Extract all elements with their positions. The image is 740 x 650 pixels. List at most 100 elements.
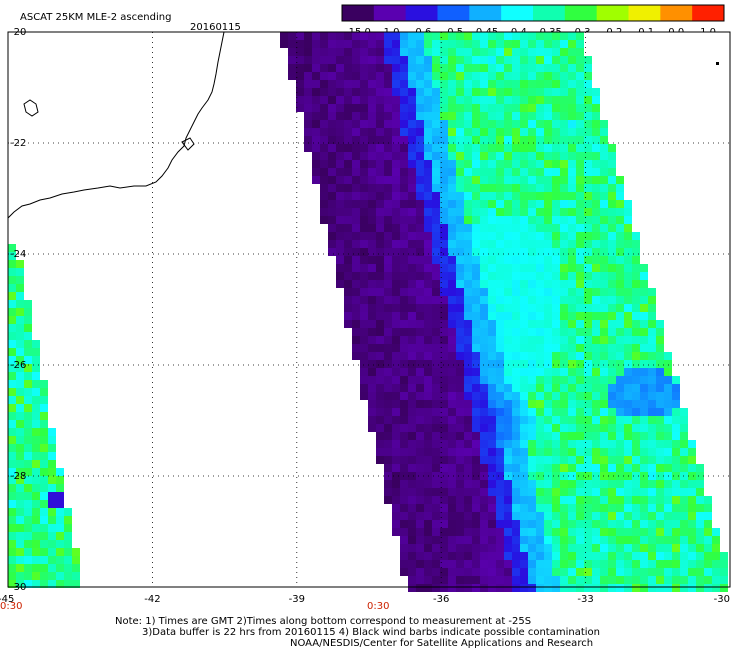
swath-cell (448, 584, 456, 592)
swath-cell (392, 208, 400, 216)
swath-cell (424, 320, 432, 328)
swath-cell (16, 372, 24, 380)
swath-cell (584, 568, 592, 576)
swath-cell (648, 368, 656, 376)
swath-cell (328, 136, 336, 144)
swath-cell (416, 520, 424, 528)
swath-cell (392, 40, 400, 48)
swath-cell (488, 208, 496, 216)
swath-cell (672, 576, 680, 584)
swath-cell (584, 448, 592, 456)
swath-cell (352, 344, 360, 352)
swath-cell (432, 96, 440, 104)
swath-cell (608, 280, 616, 288)
swath-cell (488, 472, 496, 480)
swath-cell (664, 488, 672, 496)
swath-cell (488, 416, 496, 424)
swath-cell (456, 128, 464, 136)
swath-cell (472, 96, 480, 104)
swath-cell (504, 272, 512, 280)
swath-cell (536, 248, 544, 256)
swath-cell (328, 152, 336, 160)
swath-cell (504, 576, 512, 584)
swath-cell (360, 56, 368, 64)
swath-cell (488, 248, 496, 256)
swath-cell (688, 552, 696, 560)
swath-cell (432, 328, 440, 336)
swath-cell (520, 144, 528, 152)
swath-cell (480, 312, 488, 320)
swath-cell (344, 48, 352, 56)
swath-cell (376, 240, 384, 248)
swath-cell (440, 112, 448, 120)
swath-cell (568, 296, 576, 304)
swath-cell (456, 392, 464, 400)
swath-cell (536, 528, 544, 536)
swath-cell (376, 440, 384, 448)
swath-cell (400, 512, 408, 520)
swath-cell (656, 544, 664, 552)
swath-cell (368, 184, 376, 192)
swath-cell (488, 424, 496, 432)
swath-cell (24, 356, 32, 364)
swath-cell (480, 320, 488, 328)
swath-cell (48, 508, 56, 516)
colorbar-swatch (596, 5, 629, 21)
swath-cell (544, 32, 552, 40)
swath-cell (320, 80, 328, 88)
swath-cell (520, 80, 528, 88)
swath-cell (376, 416, 384, 424)
swath-cell (384, 136, 392, 144)
swath-cell (376, 168, 384, 176)
swath-cell (64, 548, 72, 556)
swath-cell (456, 296, 464, 304)
swath-cell (496, 144, 504, 152)
swath-cell (528, 128, 536, 136)
swath-cell (536, 536, 544, 544)
swath-cell (592, 448, 600, 456)
swath-cell (384, 360, 392, 368)
swath-cell (560, 312, 568, 320)
swath-cell (544, 240, 552, 248)
swath-cell (504, 152, 512, 160)
swath-cell (640, 536, 648, 544)
swath-cell (664, 376, 672, 384)
swath-cell (376, 136, 384, 144)
swath-cell (496, 504, 504, 512)
swath-cell (544, 80, 552, 88)
note-line-2: 3)Data buffer is 22 hrs from 20160115 4)… (142, 627, 600, 638)
swath-cell (456, 456, 464, 464)
swath-cell (472, 192, 480, 200)
swath-cell (520, 160, 528, 168)
swath-cell (536, 48, 544, 56)
swath-cell (448, 304, 456, 312)
swath-cell (416, 472, 424, 480)
swath-cell (576, 288, 584, 296)
swath-cell (672, 528, 680, 536)
swath-cell (8, 580, 16, 588)
swath-cell (576, 424, 584, 432)
swath-cell (376, 64, 384, 72)
swath-cell (672, 544, 680, 552)
longitude-label: -42 (144, 594, 160, 605)
swath-cell (544, 152, 552, 160)
swath-cell (624, 376, 632, 384)
swath-cell (512, 584, 520, 592)
swath-cell (672, 424, 680, 432)
swath-cell (512, 216, 520, 224)
swath-cell (440, 464, 448, 472)
swath-cell (504, 352, 512, 360)
swath-cell (592, 456, 600, 464)
swath-cell (464, 56, 472, 64)
swath-cell (624, 368, 632, 376)
swath-cell (472, 272, 480, 280)
swath-cell (424, 48, 432, 56)
swath-cell (544, 400, 552, 408)
swath-cell (576, 200, 584, 208)
swath-cell (344, 192, 352, 200)
swath-cell (512, 272, 520, 280)
note-line-3: NOAA/NESDIS/Center for Satellite Applica… (290, 638, 593, 649)
swath-cell (400, 168, 408, 176)
swath-cell (592, 184, 600, 192)
swath-cell (512, 72, 520, 80)
